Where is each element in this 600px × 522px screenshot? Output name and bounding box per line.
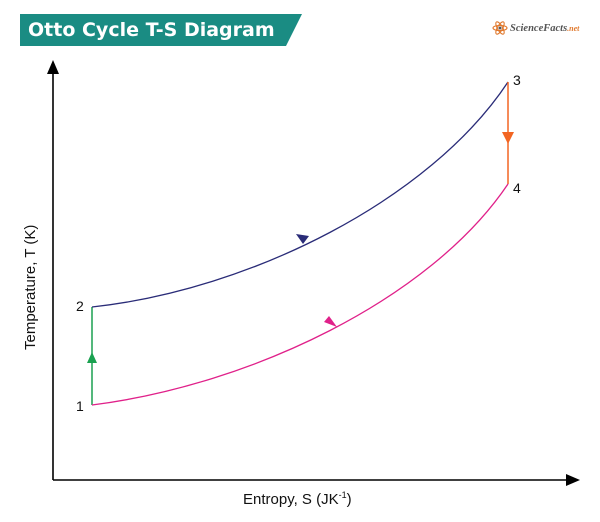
y-axis-arrowhead: [47, 60, 59, 74]
point-label-2: 2: [76, 298, 84, 314]
x-axis-arrowhead: [566, 474, 580, 486]
process-4-1-curve: [91, 183, 509, 406]
brand-name: ScienceFacts.net: [510, 23, 580, 34]
x-axis-label: Entropy, S (JK-1): [243, 490, 352, 508]
point-label-1: 1: [76, 398, 84, 414]
y-axis-label: Temperature, T (K): [22, 224, 39, 350]
atom-icon: [492, 21, 508, 35]
brand-logo: ScienceFacts.net: [492, 18, 592, 40]
page-title: Otto Cycle T-S Diagram: [28, 19, 275, 41]
process-2-3-curve: [91, 81, 509, 308]
point-label-4: 4: [513, 180, 521, 196]
x-axis-label-superscript: -1: [338, 490, 347, 500]
brand-suffix: .net: [567, 24, 580, 33]
process-2-3-arrow: [296, 234, 309, 244]
banner-shape: [20, 14, 302, 46]
point-label-3: 3: [513, 72, 521, 88]
process-1-2-arrow: [87, 352, 97, 363]
process-4-1-arrow: [324, 316, 337, 327]
process-3-4-arrow: [502, 132, 514, 144]
title-banner: Otto Cycle T-S Diagram: [20, 14, 302, 46]
